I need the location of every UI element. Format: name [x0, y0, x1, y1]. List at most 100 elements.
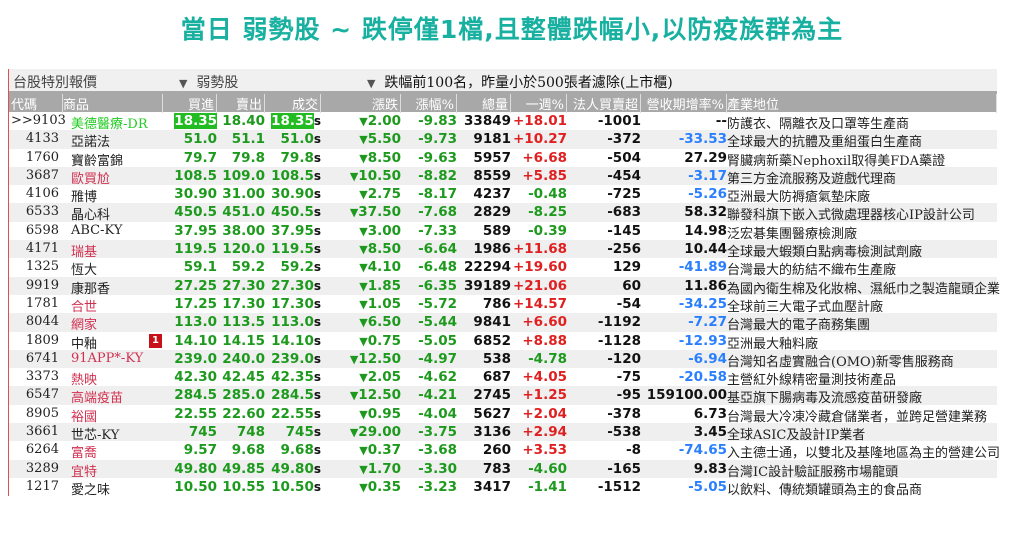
cell-rev: 14.98 [641, 223, 727, 239]
cell-vol: 786 [457, 296, 511, 312]
cell-ask: 31.00 [217, 186, 265, 202]
chg-value: 12.50 [358, 387, 401, 404]
cell-ask: 240.0 [217, 351, 265, 367]
ask-value: 38.00 [222, 222, 265, 239]
table-row[interactable]: 1217 愛之味 10.50 10.55 10.50s ▼0.35 -3.23 3417 -1.… [9, 478, 997, 498]
ask-value: 14.15 [222, 332, 265, 349]
cell-bid: 51.0 [165, 131, 217, 147]
column-header[interactable]: 代碼 [11, 94, 63, 113]
table-row[interactable]: 1809 中釉 14.10 14.15 14.10s ▼0.75 -5.05 6852 +8.8… [9, 332, 997, 352]
down-arrow-icon: ▼ [349, 352, 359, 366]
table-row[interactable]: 1781 合世 17.25 17.30 17.30s ▼1.05 -5.72 786 +14.5… [9, 295, 997, 315]
down-arrow-icon: ▼ [359, 279, 368, 293]
cell-code: 6264 [11, 442, 59, 457]
cell-week: +4.05 [511, 369, 567, 385]
ask-value: 79.8 [231, 149, 265, 166]
alert-badge[interactable]: 1 [149, 333, 162, 348]
table-row[interactable]: 3661 世芯-KY 745 748 745s ▼29.00 -3.75 3136 +2.94-… [9, 423, 997, 444]
cell-chg: ▼3.00 [321, 223, 401, 239]
tick-suffix: s [313, 205, 321, 220]
name-value: 合世 [71, 299, 98, 315]
cell-week: -8.25 [511, 204, 567, 220]
cell-ind: 亞洲最大釉料廠 [727, 333, 997, 352]
down-arrow-icon: ▼ [359, 480, 368, 494]
tick-suffix: s [313, 425, 321, 440]
cell-code: 3661 [11, 424, 59, 439]
rev-value: -7.27 [688, 314, 727, 331]
name-value: 亞諾法 [71, 135, 111, 151]
inst-value: -378 [607, 405, 641, 422]
column-header[interactable]: 漲幅% [401, 94, 457, 113]
cell-week: +18.01 [511, 113, 567, 129]
column-header[interactable]: 一週% [511, 94, 567, 113]
table-row[interactable]: 6547 高端疫苗 284.5 285.0 284.5s ▼12.50 -4.21 2745 +… [9, 386, 997, 406]
table-row[interactable]: 4133 亞諾法 51.0 51.1 51.0s ▼5.50 -9.73 9181 +10.27… [9, 130, 997, 151]
cell-ind: 主營紅外線精密量測技術產品 [727, 369, 997, 388]
table-row[interactable]: 8905 裕國 22.55 22.60 22.55s ▼0.95 -4.04 5627 +2.0… [9, 405, 997, 425]
chg-value: 37.50 [358, 204, 401, 221]
ind-value: 亞洲最大防褥瘡氣墊床廠 [727, 190, 871, 206]
name-value: 世芯-KY [71, 428, 120, 444]
cell-chg: ▼2.75 [321, 186, 401, 202]
code-value: 6598 [25, 222, 59, 238]
table-row[interactable]: 6741 91APP*-KY 239.0 240.0 239.0s ▼12.50 -4.97… [9, 349, 997, 370]
column-header[interactable]: 漲跌 [321, 94, 401, 113]
cell-chg: ▼10.50 [321, 168, 401, 184]
table-row[interactable]: 6264 富喬 9.57 9.68 9.68s ▼0.37 -3.68 260 +3.53 -8-… [9, 441, 1000, 461]
group-dropdown[interactable]: ▼ 弱勢股 [179, 72, 238, 92]
table-row[interactable]: 4106 雃博 30.90 31.00 30.90s ▼2.75 -8.17 4237 -0.4… [9, 185, 997, 206]
table-row[interactable]: 3687 歐買尬 108.5 109.0 108.5s ▼10.50 -8.82 8559 +5… [9, 166, 997, 187]
rev-value: -5.26 [688, 186, 727, 203]
pct-value: -6.48 [418, 259, 457, 276]
cell-vol: 39189 [457, 278, 511, 294]
column-header[interactable]: 買進 [165, 94, 217, 113]
pct-value: -3.75 [418, 424, 457, 441]
table-row[interactable]: >>9103 美德醫療-DR 18.35 18.40 18.35s ▼2.00 -9.83 3… [9, 112, 997, 132]
column-header[interactable]: 營收期增率% [641, 94, 727, 113]
cell-last: 119.5s [265, 241, 321, 257]
filter-dropdown[interactable]: ▼ 跌幅前100名，昨量小於500張者濾除(上市櫃) [367, 72, 673, 92]
name-value: 雃博 [71, 190, 98, 206]
column-header[interactable]: 法人買賣超 [567, 94, 641, 113]
cell-name: 美德醫療-DR [71, 113, 171, 132]
cell-vol: 22294 [457, 259, 511, 275]
cell-pct: -6.64 [401, 241, 457, 257]
cell-rev: -20.58 [641, 369, 727, 385]
column-header[interactable]: 產業地位 [727, 94, 997, 113]
inst-value: -75 [616, 369, 641, 386]
cell-code: 1325 [11, 259, 59, 274]
cell-rev: -3.17 [641, 168, 727, 184]
chg-value: 2.00 [367, 113, 401, 129]
chg-value: 12.50 [358, 350, 401, 367]
down-arrow-icon: ▼ [359, 188, 368, 202]
table-row[interactable]: 3289 宜特 49.80 49.85 49.80s ▼1.70 -3.30 783 -4.60… [9, 459, 997, 480]
column-header[interactable]: 成交 [265, 94, 321, 113]
cell-week: +19.60 [511, 259, 567, 275]
cell-vol: 3136 [457, 424, 511, 440]
table-row[interactable]: 9919 康那香 27.25 27.30 27.30s ▼1.85 -6.35 39189 +2… [9, 276, 1000, 297]
cell-week: +2.94 [511, 424, 567, 440]
ind-value: 以飲料、傳統類罐頭為主的食品商 [727, 482, 923, 498]
last-value: 113.0 [271, 314, 314, 331]
ind-value: 台灣最大冷凍冷藏倉儲業者，並跨足營建業務 [727, 409, 988, 425]
cell-last: 17.30s [265, 296, 321, 312]
cell-code: 3289 [11, 461, 59, 476]
column-header[interactable]: 賣出 [217, 94, 265, 113]
cell-ind: 防護衣、隔離衣及口罩等生產商 [727, 113, 997, 132]
ind-value: 全球最大蝦類白點病毒檢測試劑廠 [727, 245, 923, 261]
table-row[interactable]: 1760 寶齡富錦 79.7 79.8 79.8s ▼8.50 -9.63 5957 +6.68… [9, 149, 997, 169]
ind-value: 台灣IC設計驗証服務市場龍頭 [727, 464, 899, 480]
bid-value: 239.0 [174, 350, 217, 367]
column-header[interactable]: 總量 [457, 94, 511, 113]
table-row[interactable]: 4171 瑞基 119.5 120.0 119.5s ▼8.50 -6.64 1986 +11.… [9, 240, 997, 261]
table-row[interactable]: 1325 恆大 59.1 59.2 59.2s ▼4.10 -6.48 22294 +19.60… [9, 258, 997, 278]
table-row[interactable]: 3373 熱映 42.30 42.45 42.35s ▼2.05 -4.62 687 +4.05… [9, 368, 997, 388]
table-row[interactable]: 8044 網家 113.0 113.5 113.0s ▼6.50 -5.44 9841 +6.6… [9, 313, 997, 333]
column-header[interactable]: 商品 [63, 94, 163, 113]
table-row[interactable]: 6533 晶心科 450.5 451.0 450.5s ▼37.50 -7.68 2829 -8… [9, 203, 997, 223]
cell-ask: 79.8 [217, 150, 265, 166]
table-row[interactable]: 6598 ABC-KY 37.95 38.00 37.95s ▼3.00 -7.33 589-… [9, 222, 997, 242]
name-value: 愛之味 [71, 482, 111, 498]
ask-value: 59.2 [231, 259, 265, 276]
inst-value: -145 [607, 222, 641, 239]
